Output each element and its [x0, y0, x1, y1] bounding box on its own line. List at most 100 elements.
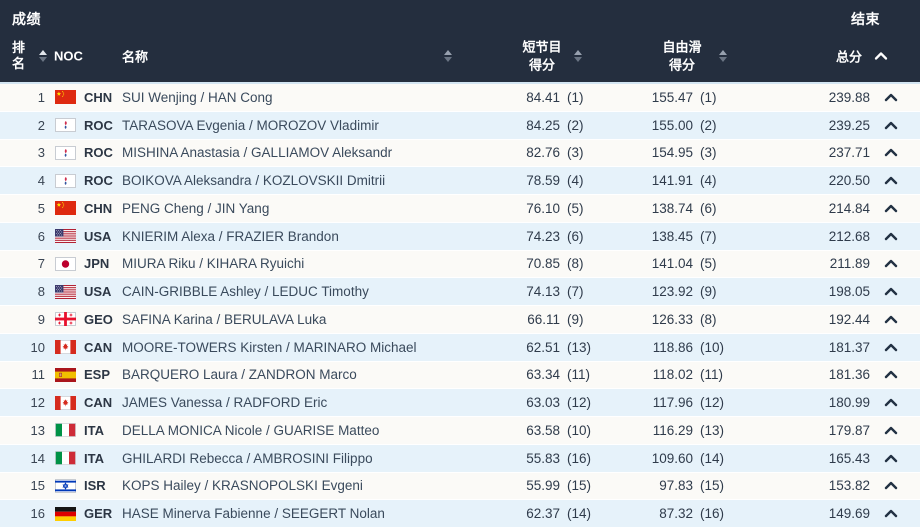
short-program-score: 62.51: [526, 339, 560, 355]
table-row[interactable]: 3 ROC MISHINA Anastasia / GALLIAMOV Alek…: [0, 139, 920, 168]
sort-short-program-icon[interactable]: [574, 50, 582, 62]
table-row[interactable]: 14 ITA GHILARDI Rebecca / AMBROSINI Fili…: [0, 444, 920, 473]
short-program-score: 55.83: [526, 450, 560, 466]
short-program-rank: (13): [567, 339, 592, 355]
rank-value: 16: [30, 506, 45, 522]
sort-rank-icon[interactable]: [39, 50, 47, 62]
free-skating-score: 87.32: [659, 506, 693, 522]
flag-chn-icon: [55, 90, 76, 105]
rank-value: 3: [37, 145, 45, 161]
free-skating-rank: (10): [700, 339, 725, 355]
table-row[interactable]: 12 CAN JAMES Vanessa / RADFORD Eric 63.0…: [0, 389, 920, 417]
table-row[interactable]: 10 CAN MOORE-TOWERS Kirsten / MARINARO M…: [0, 333, 920, 362]
rank-value: 4: [37, 173, 45, 189]
expand-row-chevron-up-icon[interactable]: [870, 454, 920, 463]
table-row[interactable]: 9 GEO SAFINA Karina / BERULAVA Luka 66.1…: [0, 306, 920, 334]
free-skating-score: 118.86: [652, 339, 693, 355]
table-row[interactable]: 5 CHN PENG Cheng / JIN Yang 76.10 (5) 13…: [0, 195, 920, 223]
free-skating-rank: (11): [700, 367, 724, 383]
short-program-score: 70.85: [526, 256, 560, 272]
table-row[interactable]: 2 ROC TARASOVA Evgenia / MOROZOV Vladimi…: [0, 111, 920, 140]
short-program-score: 63.03: [526, 395, 560, 411]
free-skating-rank: (6): [700, 200, 717, 216]
total-score: 153.82: [828, 478, 870, 494]
free-skating-rank: (4): [700, 173, 717, 189]
column-header-name[interactable]: 名称: [122, 49, 149, 65]
short-program-rank: (6): [567, 228, 584, 244]
expand-row-chevron-up-icon[interactable]: [870, 370, 920, 379]
pair-name: BARQUERO Laura / ZANDRON Marco: [122, 367, 357, 383]
flag-roc-icon: [55, 118, 76, 133]
noc-code: CHN: [84, 200, 113, 216]
rank-value: 13: [30, 422, 45, 438]
short-program-score: 63.58: [526, 422, 560, 438]
expand-row-chevron-up-icon[interactable]: [870, 343, 920, 352]
rank-value: 10: [30, 339, 45, 355]
free-skating-score: 109.60: [651, 450, 693, 466]
noc-code: ESP: [84, 367, 111, 383]
column-header-rank[interactable]: 排名: [12, 39, 26, 71]
table-row[interactable]: 4 ROC BOIKOVA Aleksandra / KOZLOVSKII Dm…: [0, 167, 920, 195]
column-header-free-skating[interactable]: 自由滑得分: [662, 39, 702, 72]
short-program-rank: (4): [567, 173, 584, 189]
expand-row-chevron-up-icon[interactable]: [870, 315, 920, 324]
short-program-rank: (12): [567, 395, 592, 411]
free-skating-score: 141.04: [651, 256, 693, 272]
expand-row-chevron-up-icon[interactable]: [870, 148, 920, 157]
table-row[interactable]: 6 USA KNIERIM Alexa / FRAZIER Brandon 74…: [0, 222, 920, 251]
expand-row-chevron-up-icon[interactable]: [870, 481, 920, 490]
flag-can-icon: [55, 340, 76, 355]
free-skating-rank: (5): [700, 256, 717, 272]
short-program-rank: (11): [567, 367, 591, 383]
short-program-rank: (7): [567, 284, 584, 300]
free-skating-rank: (7): [700, 228, 717, 244]
total-score: 239.88: [828, 89, 870, 105]
free-skating-rank: (3): [700, 145, 717, 161]
table-row[interactable]: 8 USA CAIN-GRIBBLE Ashley / LEDUC Timoth…: [0, 278, 920, 306]
table-row[interactable]: 15 ISR KOPS Hailey / KRASNOPOLSKI Evgeni…: [0, 472, 920, 501]
rank-value: 7: [37, 256, 45, 272]
table-row[interactable]: 16 GER HASE Minerva Fabienne / SEEGERT N…: [0, 500, 920, 528]
pair-name: MISHINA Anastasia / GALLIAMOV Aleksandr: [122, 145, 393, 161]
column-header-short-program[interactable]: 短节目得分: [522, 39, 562, 72]
expand-row-chevron-up-icon[interactable]: [870, 176, 920, 185]
short-program-score: 76.10: [526, 200, 560, 216]
short-program-score: 63.34: [526, 367, 560, 383]
free-skating-score: 123.92: [651, 284, 693, 300]
sort-free-skating-icon[interactable]: [719, 50, 727, 62]
table-row[interactable]: 1 CHN SUI Wenjing / HAN Cong 84.41 (1) 1…: [0, 84, 920, 112]
expand-row-chevron-up-icon[interactable]: [870, 93, 920, 102]
total-score: 180.99: [828, 395, 870, 411]
free-skating-score: 138.74: [651, 200, 693, 216]
table-row[interactable]: 7 JPN MIURA Riku / KIHARA Ryuichi 70.85 …: [0, 250, 920, 279]
noc-code: GER: [84, 506, 113, 522]
rank-value: 14: [30, 450, 45, 466]
results-table-body: 1 CHN SUI Wenjing / HAN Cong 84.41 (1) 1…: [0, 82, 920, 528]
expand-row-chevron-up-icon[interactable]: [870, 426, 920, 435]
expand-row-chevron-up-icon[interactable]: [870, 398, 920, 407]
sort-name-icon[interactable]: [444, 50, 452, 62]
noc-code: JPN: [84, 256, 110, 272]
expand-row-chevron-up-icon[interactable]: [870, 232, 920, 241]
total-score: 214.84: [828, 200, 870, 216]
free-skating-rank: (14): [700, 450, 725, 466]
noc-code: CHN: [84, 89, 113, 105]
flag-ger-icon: [55, 506, 76, 521]
pair-name: JAMES Vanessa / RADFORD Eric: [122, 395, 328, 411]
noc-code: ITA: [84, 450, 104, 466]
expand-row-chevron-up-icon[interactable]: [870, 259, 920, 268]
rank-value: 6: [37, 228, 45, 244]
expand-row-chevron-up-icon[interactable]: [870, 204, 920, 213]
table-row[interactable]: 11 ESP BARQUERO Laura / ZANDRON Marco 63…: [0, 361, 920, 390]
column-header-noc: NOC: [54, 48, 83, 64]
rank-value: 1: [37, 89, 45, 105]
expand-row-chevron-up-icon[interactable]: [870, 287, 920, 296]
column-header-total[interactable]: 总分: [836, 49, 863, 65]
expand-row-chevron-up-icon[interactable]: [870, 509, 920, 518]
total-score: 181.36: [828, 367, 870, 383]
free-skating-score: 117.96: [652, 395, 693, 411]
table-row[interactable]: 13 ITA DELLA MONICA Nicole / GUARISE Mat…: [0, 417, 920, 445]
sort-total-chevron-up-icon[interactable]: [874, 52, 888, 61]
free-skating-score: 154.95: [651, 145, 693, 161]
expand-row-chevron-up-icon[interactable]: [870, 121, 920, 130]
